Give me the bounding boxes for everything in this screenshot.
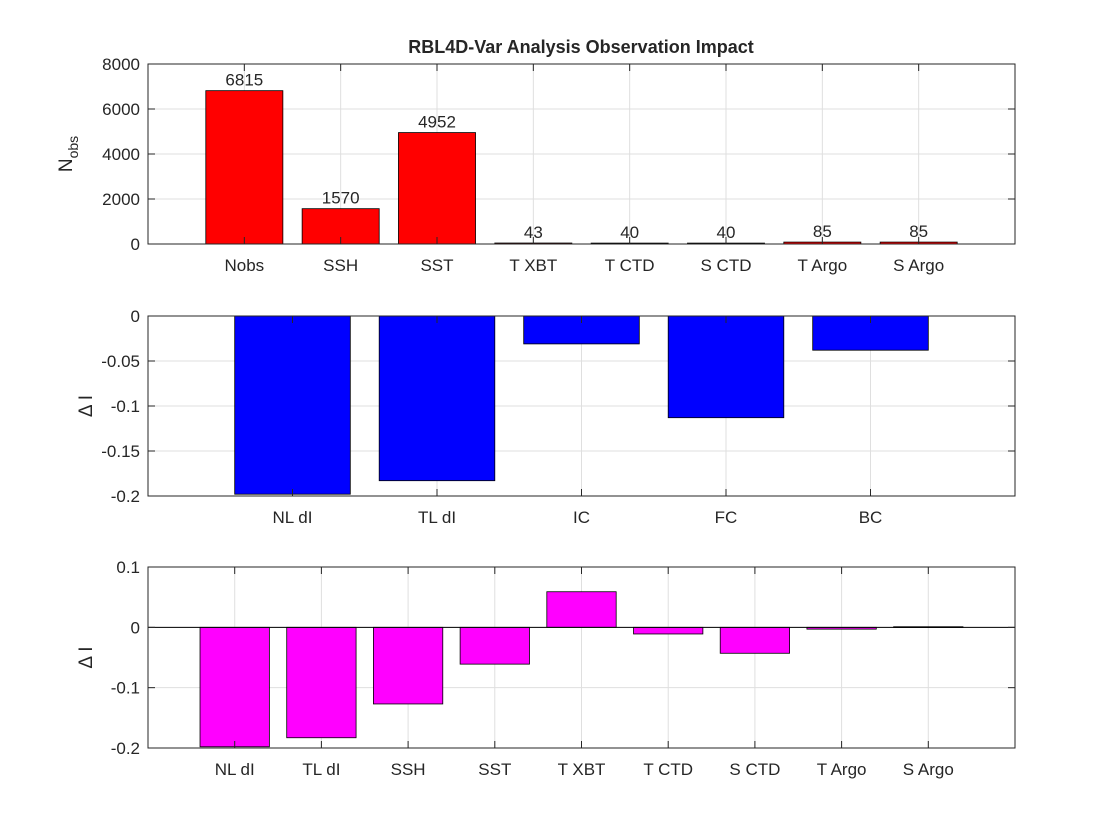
xtick-label-sst: SST: [420, 256, 453, 275]
xtick-label-nl-di: NL dI: [272, 508, 312, 527]
xtick-label-tl-di: TL dI: [302, 760, 340, 779]
xtick-label-t-xbt: T XBT: [509, 256, 557, 275]
value-label-s-ctd: 40: [717, 223, 736, 242]
ylabel: Nobs: [56, 136, 81, 172]
bar-nl-di: [199, 626, 270, 748]
ytick-label: -0.1: [111, 397, 140, 416]
bar-s-ctd: [719, 626, 790, 654]
value-label-t-ctd: 40: [620, 223, 639, 242]
ytick-label: 8000: [102, 55, 140, 74]
value-label-t-xbt: 43: [524, 223, 543, 242]
bar-fc: [667, 315, 785, 419]
ylabel-main: Δ I: [76, 646, 97, 668]
bar-ssh: [373, 626, 444, 705]
xtick-label-ic: IC: [573, 508, 590, 527]
bar-tl-di: [286, 626, 357, 739]
bar-nobs: [205, 90, 284, 245]
xtick-label-s-ctd: S CTD: [729, 760, 780, 779]
value-label-s-argo: 85: [909, 222, 928, 241]
ylabel: Δ I: [76, 395, 97, 417]
panel-observation-count: 6815 1570 4952 43 40 40 85 85 0 2000 4000 6000 8000 N…: [56, 55, 1016, 275]
xtick-label-nl-di: NL dI: [215, 760, 255, 779]
xtick-label-t-xbt: T XBT: [558, 760, 606, 779]
panel-delta-i-components: -0.2 -0.15 -0.1 -0.05 0 NL dI TL dI IC FC BC Δ I: [76, 307, 1016, 527]
bar-sst: [459, 626, 530, 665]
xtick-label-nobs: Nobs: [224, 256, 264, 275]
xtick-label-sst: SST: [478, 760, 511, 779]
ylabel: Δ I: [76, 646, 97, 668]
ytick-label: -0.1: [111, 679, 140, 698]
ytick-label: 0: [131, 235, 140, 254]
xtick-label-s-ctd: S CTD: [701, 256, 752, 275]
xtick-label-ssh: SSH: [323, 256, 358, 275]
value-label-t-argo: 85: [813, 222, 832, 241]
xtick-label-s-argo: S Argo: [893, 256, 944, 275]
value-label-nobs: 6815: [225, 71, 263, 90]
ylabel-main: Δ I: [76, 395, 97, 417]
xtick-label-tl-di: TL dI: [418, 508, 456, 527]
xtick-label-fc: FC: [715, 508, 738, 527]
bar-t-ctd: [633, 626, 704, 635]
value-label-sst: 4952: [418, 113, 456, 132]
xtick-label-t-ctd: T CTD: [605, 256, 655, 275]
xtick-label-t-argo: T Argo: [797, 256, 847, 275]
bar-t-xbt: [546, 591, 617, 628]
ytick-label: -0.15: [101, 442, 140, 461]
xtick-label-bc: BC: [859, 508, 883, 527]
ytick-label: -0.2: [111, 487, 140, 506]
bar-sst: [398, 132, 476, 245]
ytick-label: 0.1: [116, 558, 140, 577]
xtick-label-t-ctd: T CTD: [643, 760, 693, 779]
ytick-label: 2000: [102, 190, 140, 209]
xtick-label-t-argo: T Argo: [817, 760, 867, 779]
xtick-label-s-argo: S Argo: [903, 760, 954, 779]
ytick-label: 0: [131, 307, 140, 326]
ytick-label: 4000: [102, 145, 140, 164]
bar-tl-di: [378, 315, 496, 482]
ylabel-main: N: [56, 158, 77, 172]
panel-delta-i-observations: -0.2 -0.1 0 0.1 NL dI TL dI SSH SST T XBT T CTD S …: [76, 558, 1016, 779]
xtick-label-ssh: SSH: [391, 760, 426, 779]
value-label-ssh: 1570: [322, 189, 360, 208]
bar-nl-di: [234, 315, 351, 495]
ytick-label: -0.05: [101, 352, 140, 371]
chart-title: RBL4D-Var Analysis Observation Impact: [408, 37, 753, 57]
ytick-label: 6000: [102, 100, 140, 119]
ytick-label: -0.2: [111, 739, 140, 758]
ytick-label: 0: [131, 618, 140, 637]
ylabel-subscript: obs: [65, 136, 81, 159]
